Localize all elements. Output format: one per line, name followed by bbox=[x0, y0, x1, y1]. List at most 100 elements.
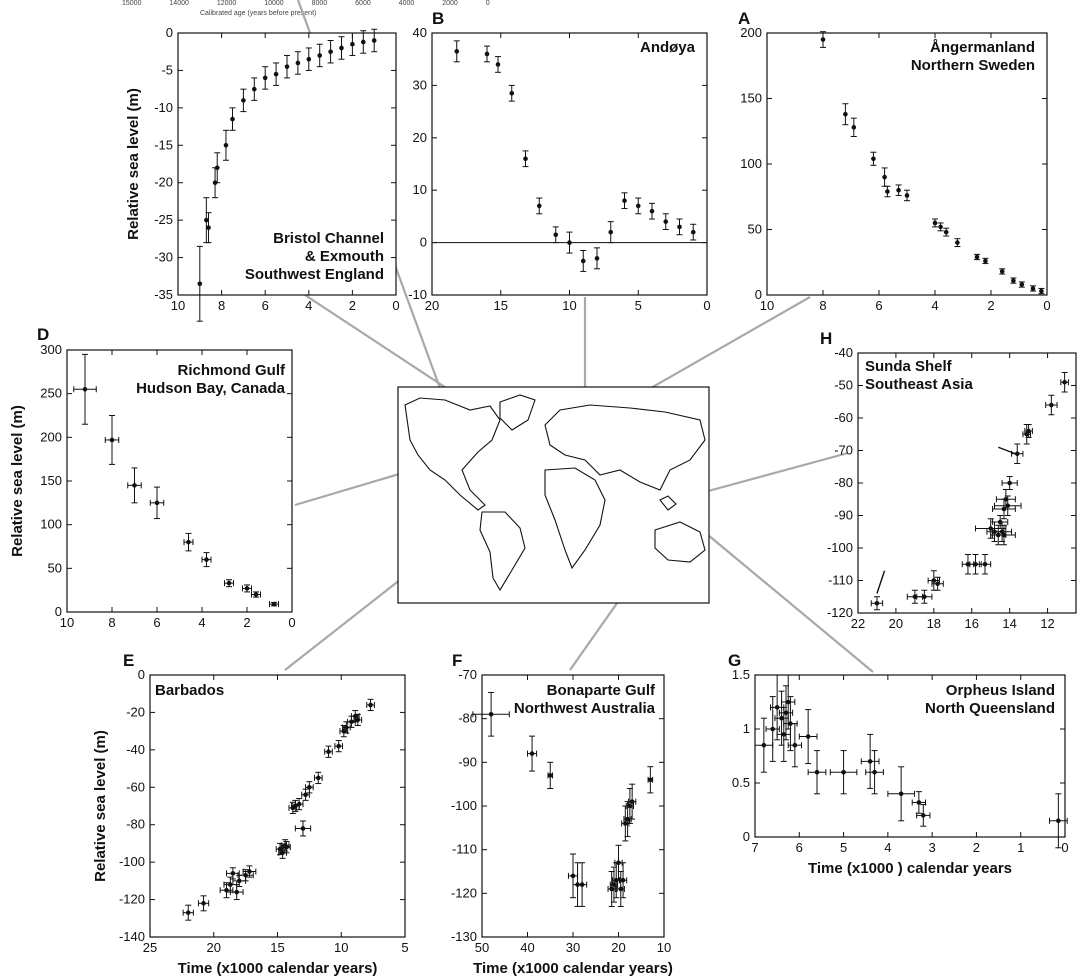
point-marker bbox=[317, 53, 323, 58]
y-tick-label: -70 bbox=[458, 667, 477, 682]
point-marker bbox=[197, 281, 203, 287]
point-marker bbox=[570, 873, 576, 879]
y-tick-label: -90 bbox=[834, 508, 853, 523]
point-marker bbox=[820, 37, 826, 42]
map-coastline-2 bbox=[479, 511, 526, 592]
y-tick-label: -20 bbox=[154, 175, 173, 190]
x-tick-label: 20 bbox=[425, 298, 439, 313]
x-tick-label: 50 bbox=[475, 940, 489, 955]
point-marker bbox=[206, 225, 211, 230]
point-marker bbox=[484, 51, 490, 57]
point-marker bbox=[349, 719, 354, 725]
y-tick-label: 0 bbox=[420, 235, 427, 250]
data-point bbox=[895, 184, 902, 196]
point-marker bbox=[1030, 286, 1036, 291]
chart-panel-h: 22 20 18 16 14 12 -120 -110 -100 -90 -80 -70 -60 -50 -… bbox=[820, 329, 1077, 631]
y-tick-label: 100 bbox=[740, 156, 762, 171]
point-marker bbox=[867, 759, 873, 764]
y-tick-label: -40 bbox=[834, 345, 853, 360]
x-tick-label: 10 bbox=[334, 940, 348, 955]
y-tick-label: -15 bbox=[154, 137, 173, 152]
point-marker bbox=[882, 174, 887, 180]
data-point bbox=[1060, 372, 1069, 393]
point-marker bbox=[224, 887, 229, 893]
y-tick-label: -60 bbox=[126, 779, 145, 794]
point-marker bbox=[300, 826, 306, 831]
data-point bbox=[360, 30, 367, 54]
panel-letter: F bbox=[452, 651, 462, 670]
y-tick-label: -90 bbox=[458, 754, 477, 769]
data-point bbox=[884, 185, 891, 198]
data-point bbox=[284, 54, 290, 79]
data-point bbox=[982, 257, 989, 265]
data-point bbox=[508, 84, 515, 102]
data-point bbox=[850, 117, 857, 137]
point-marker bbox=[234, 889, 239, 895]
data-point bbox=[251, 77, 258, 101]
data-point bbox=[229, 884, 244, 901]
data-point bbox=[829, 750, 858, 795]
point-marker bbox=[1019, 282, 1025, 287]
point-marker bbox=[931, 578, 937, 583]
data-point bbox=[371, 28, 378, 53]
panel-title-line: Bristol Channel bbox=[273, 230, 384, 247]
x-tick-label: 0 bbox=[1043, 298, 1050, 313]
x-tick-label: 0 bbox=[288, 615, 295, 630]
data-point bbox=[954, 238, 961, 248]
point-marker bbox=[1005, 503, 1011, 509]
point-marker bbox=[648, 777, 653, 783]
top-axis-ticks: 15000 14000 12000 10000 8000 6000 4000 2… bbox=[122, 0, 490, 7]
point-marker bbox=[228, 882, 233, 887]
y-tick-label: 1.5 bbox=[732, 667, 750, 682]
data-point bbox=[1038, 287, 1045, 295]
point-marker bbox=[912, 594, 918, 600]
point-marker bbox=[814, 769, 820, 775]
data-point bbox=[495, 56, 501, 73]
point-marker bbox=[185, 910, 191, 915]
point-marker bbox=[770, 726, 776, 732]
data-point bbox=[577, 862, 588, 907]
data-point bbox=[205, 212, 212, 244]
point-marker bbox=[154, 500, 160, 506]
x-tick-label: 20 bbox=[611, 940, 625, 955]
point-marker bbox=[955, 240, 960, 245]
data-point bbox=[842, 103, 849, 126]
point-marker bbox=[273, 71, 279, 77]
y-tick-label: -60 bbox=[834, 410, 853, 425]
y-tick-label: 20 bbox=[413, 130, 427, 145]
data-point bbox=[781, 674, 796, 730]
chart-panel-c: 10 8 6 4 2 0 -35 -30 -25 -20 -15 -10 -5 0 Bristol Chan… bbox=[125, 25, 400, 322]
y-tick-label: 100 bbox=[40, 517, 62, 532]
point-marker bbox=[677, 224, 682, 230]
point-marker bbox=[999, 269, 1005, 274]
x-tick-label: 12 bbox=[1040, 616, 1054, 631]
map-coastline-5 bbox=[654, 521, 706, 563]
panel-title-line: Richmond Gulf bbox=[178, 362, 286, 379]
x-tick-label: 0 bbox=[1061, 840, 1068, 855]
point-marker bbox=[761, 742, 767, 748]
point-marker bbox=[898, 791, 904, 797]
point-marker bbox=[350, 41, 355, 47]
y-tick-label: 200 bbox=[40, 429, 62, 444]
point-marker bbox=[280, 850, 285, 856]
data-point bbox=[453, 40, 460, 63]
point-marker bbox=[230, 871, 236, 876]
x-axis-label: Time (x1000 ) calendar years bbox=[808, 860, 1012, 877]
point-marker bbox=[843, 111, 848, 117]
x-tick-label: 8 bbox=[218, 298, 225, 313]
y-tick-label: -10 bbox=[154, 100, 173, 115]
x-tick-label: 4 bbox=[884, 840, 891, 855]
x-tick-label: 10 bbox=[171, 298, 185, 313]
point-marker bbox=[1049, 402, 1054, 408]
point-marker bbox=[243, 872, 248, 878]
x-tick-label: 1 bbox=[1017, 840, 1024, 855]
point-marker bbox=[307, 784, 312, 790]
y-tick-label: 1 bbox=[743, 721, 750, 736]
point-marker bbox=[805, 734, 811, 739]
data-point bbox=[305, 781, 314, 794]
point-marker bbox=[635, 203, 641, 209]
y-axis-label: Relative sea level (m) bbox=[92, 730, 109, 882]
point-marker bbox=[779, 715, 784, 721]
data-point bbox=[870, 151, 877, 166]
